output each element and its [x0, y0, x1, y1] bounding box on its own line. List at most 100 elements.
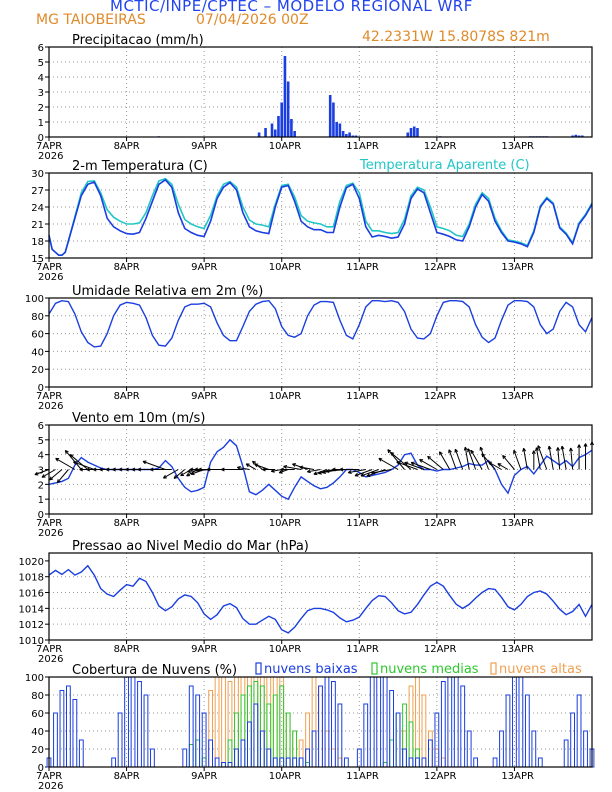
wind-vector-shaft	[404, 462, 425, 470]
wind-vector-head	[150, 469, 154, 472]
panel-1-xtick-label: 9APR	[191, 141, 217, 152]
high-cloud-bar	[272, 676, 278, 768]
low-cloud-bar	[563, 739, 569, 768]
precip-bar	[257, 132, 261, 137]
wind-vector-shaft	[470, 450, 483, 470]
low-cloud-bar	[130, 676, 136, 768]
wind-vector-head	[187, 471, 191, 474]
panel-6-xtick-label: 9APR	[191, 771, 217, 782]
run-date: 07/04/2026 00Z	[196, 12, 309, 28]
wind-vector	[488, 461, 502, 470]
wind-vector	[454, 448, 464, 470]
wind-vector-shaft	[419, 459, 438, 470]
wind-vector-shaft	[299, 466, 315, 470]
wind-vector-shaft	[49, 469, 63, 481]
precip-bar	[283, 56, 287, 137]
wind-vector-head	[378, 458, 382, 462]
wind-vector	[64, 449, 82, 470]
panel-3-xtick-label: 13APR	[501, 391, 534, 402]
high-cloud-bar	[253, 676, 259, 768]
low-cloud-bar	[266, 748, 272, 768]
wind-vector-shaft	[173, 469, 186, 479]
wind-vector	[354, 469, 373, 477]
low-cloud-bar	[447, 676, 453, 768]
panel-5-xtick-label: 10APR	[269, 644, 302, 655]
wind-vector-head	[49, 478, 54, 481]
low-cloud-bar	[440, 681, 446, 768]
panel-1-title: Precipitacao (mm/h)	[72, 33, 204, 48]
panel-2-ytick-label: 21	[31, 220, 44, 231]
wind-vector	[535, 447, 541, 470]
wind-vector-head	[318, 473, 322, 475]
wind-vector	[470, 449, 483, 470]
high-cloud-bar	[331, 748, 336, 768]
wind-vector-head	[105, 469, 110, 472]
wind-vector-shaft	[307, 469, 321, 473]
panel-2-ytick-label: 24	[31, 203, 44, 214]
low-cloud-bar	[214, 757, 220, 768]
wind-vector-head	[64, 450, 67, 454]
low-cloud-bar	[369, 676, 375, 768]
panel-1-ytick-label: 1	[38, 118, 44, 129]
wind-vector-shaft	[448, 449, 457, 470]
panel-5-xtick-label: 11APR	[346, 644, 379, 655]
wind-vector-head	[92, 469, 97, 472]
high-cloud-bar	[285, 712, 291, 768]
wind-vector	[366, 469, 386, 477]
precip-bar	[409, 128, 413, 137]
panel-4-xtick-label: 9APR	[191, 518, 217, 529]
panel-4-ytick-label: 0	[38, 510, 44, 521]
panel-6-ytick-label: 60	[31, 709, 44, 720]
high-cloud-bar	[318, 685, 323, 768]
wind-vector	[73, 461, 95, 470]
panel-6-ytick-label: 100	[25, 673, 44, 684]
precip-bar	[270, 123, 274, 137]
panel-4-year-label: 2026	[38, 528, 63, 539]
high-cloud-bar	[234, 676, 239, 768]
panel-2-xtick-label: 12APR	[424, 262, 457, 273]
wind-vector	[396, 461, 418, 470]
wind-vector-head	[387, 449, 390, 454]
wind-vector-head	[173, 477, 178, 479]
panel-2-title: 2-m Temperatura (C)	[72, 159, 208, 174]
wind-vector-head	[339, 469, 344, 472]
wind-vector	[556, 447, 561, 470]
wind-vector-head	[198, 469, 202, 472]
wind-vector	[270, 468, 282, 473]
wind-vector-shaft	[570, 447, 574, 470]
panel-6-xtick-label: 10APR	[269, 771, 302, 782]
mid-cloud-legend-swatch	[371, 662, 378, 675]
low-cloud-bar	[259, 730, 265, 768]
low-cloud-bar	[272, 757, 278, 768]
wind-vector-head	[322, 472, 326, 475]
low-cloud-bar	[234, 748, 239, 768]
low-cloud-bar	[524, 694, 530, 768]
temperature-line	[48, 178, 593, 256]
wind-vector	[307, 469, 321, 474]
wind-vector	[360, 469, 379, 477]
high-cloud-bar	[337, 757, 343, 768]
wind-vector-shaft	[354, 469, 373, 477]
wind-vector-head	[535, 447, 537, 452]
wind-vector-shaft	[488, 461, 502, 470]
wind-vector	[569, 447, 574, 470]
high-cloud-bar	[311, 676, 317, 768]
wind-vector-shaft	[69, 454, 89, 470]
panel-5-ytick-label: 1012	[19, 620, 44, 631]
precip-bar	[341, 131, 345, 137]
wind-vector	[467, 448, 477, 470]
low-cloud-bar	[305, 748, 310, 768]
wind-vector-shaft	[56, 469, 69, 483]
panel-4-ytick-label: 6	[38, 421, 44, 432]
wind-vector	[390, 451, 412, 470]
wind-vector	[410, 461, 431, 470]
apparent-temperature-legend: Temperatura Aparente (C)	[359, 158, 530, 173]
low-cloud-bar	[537, 757, 543, 768]
wind-vector-shaft	[557, 447, 561, 470]
wind-vector-head	[283, 466, 287, 469]
wind-vector-shaft	[55, 457, 76, 470]
wind-vector	[502, 455, 515, 470]
wind-vector	[404, 461, 425, 470]
